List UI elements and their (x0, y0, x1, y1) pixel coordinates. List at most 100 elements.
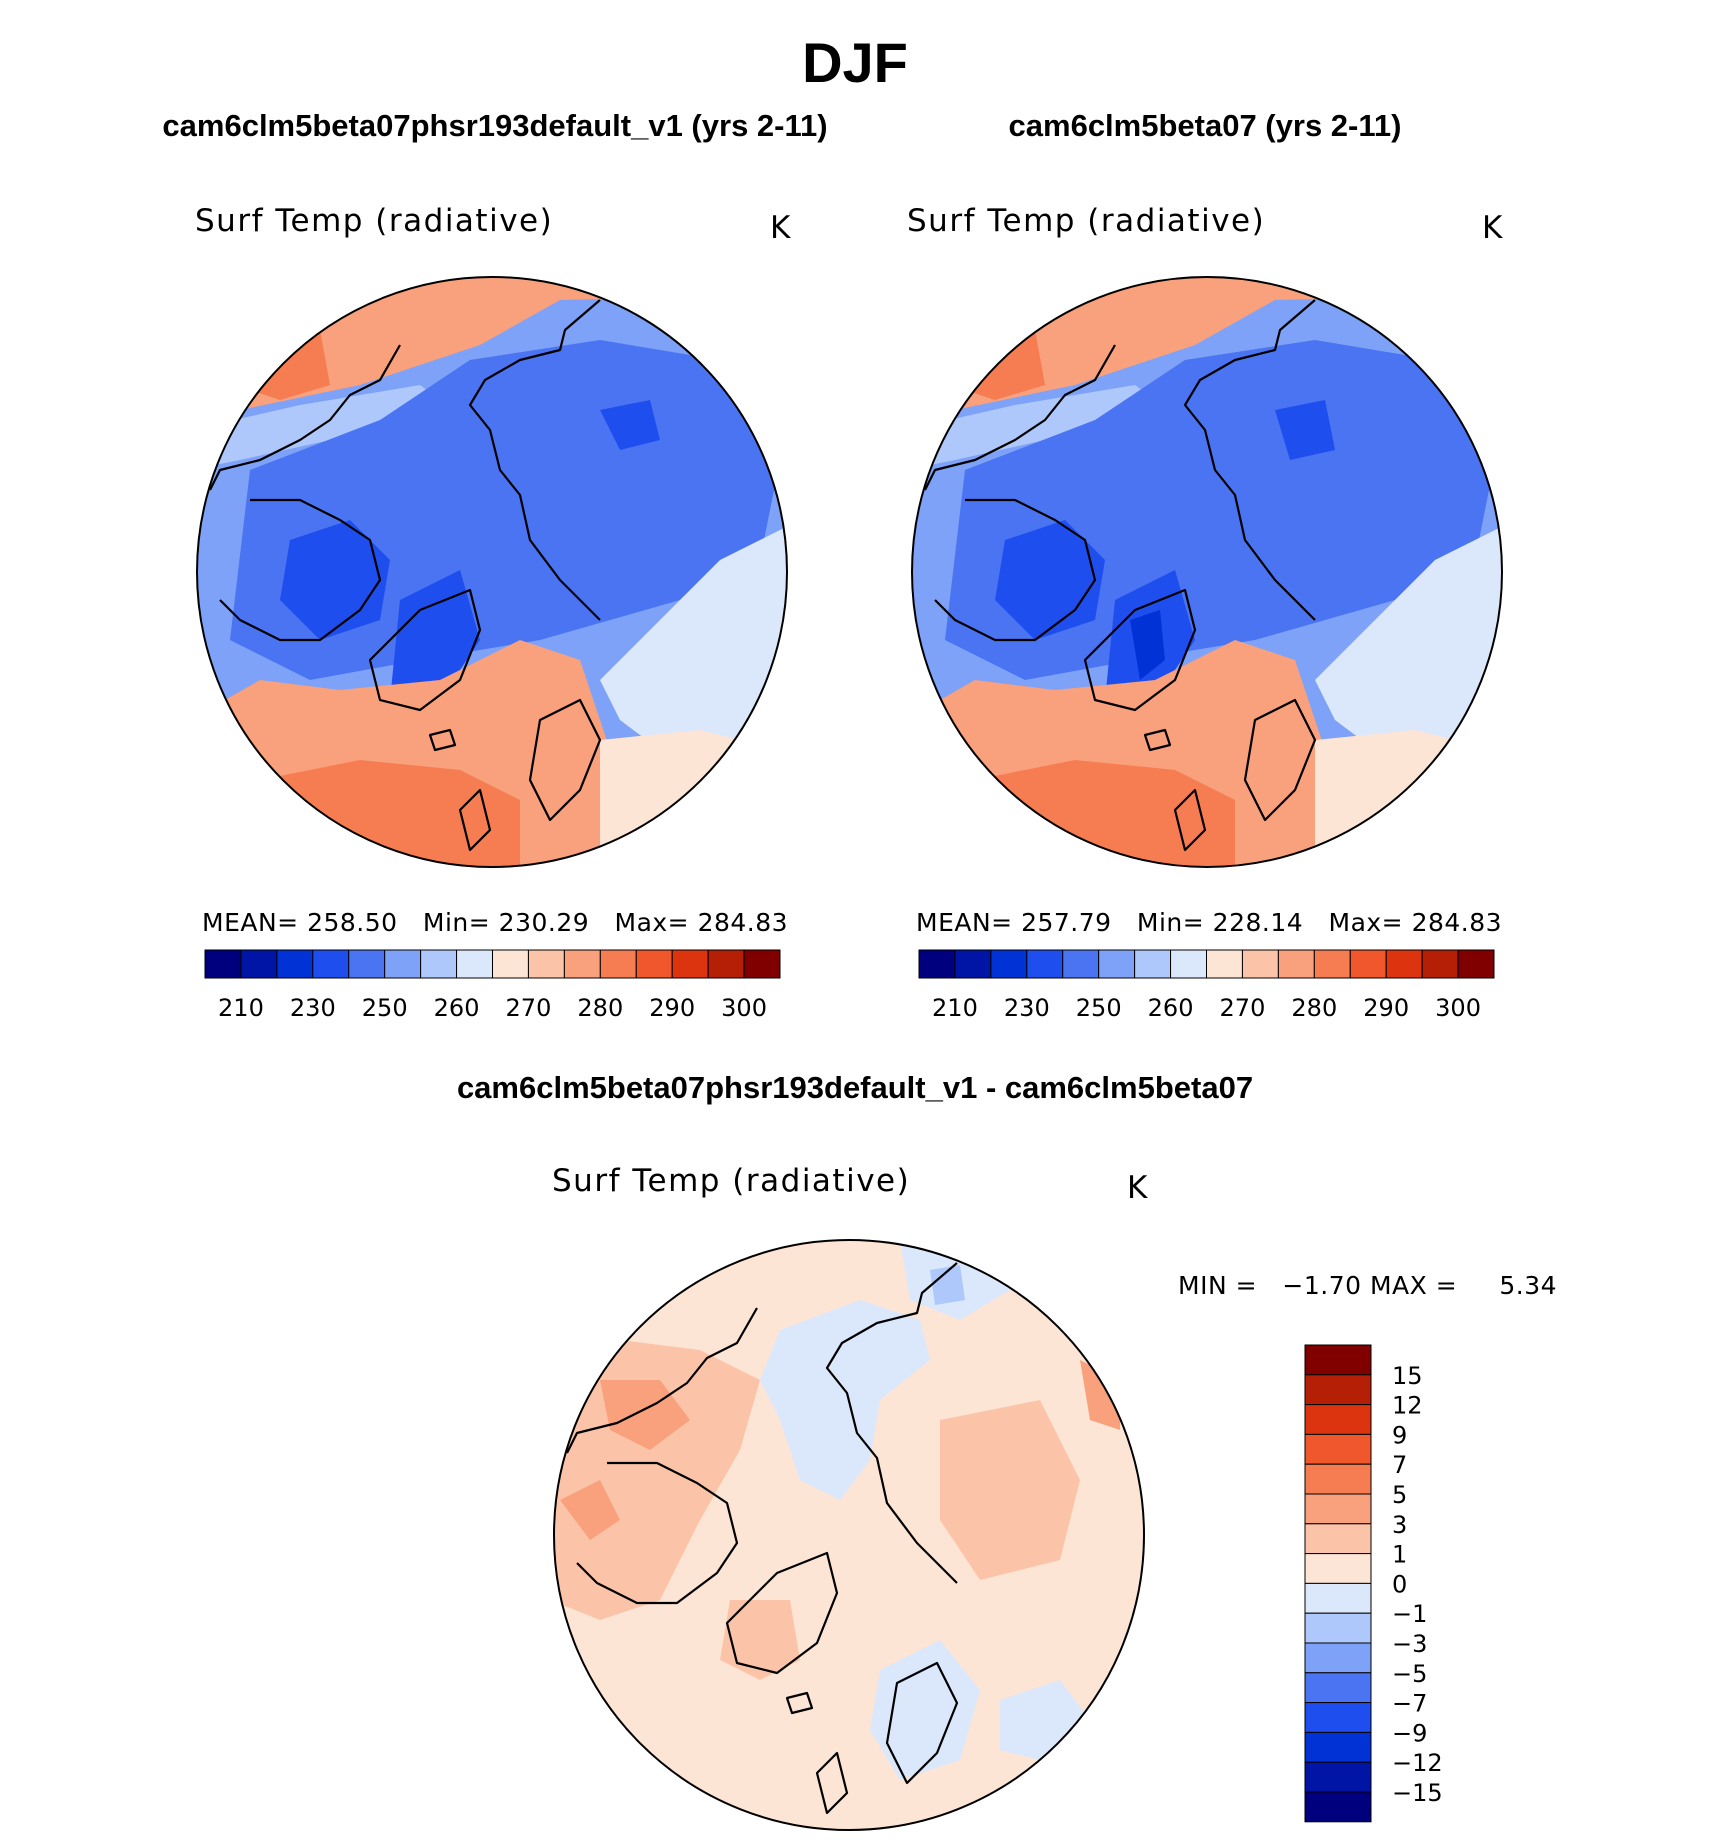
panel1-colorbar-swatch (492, 949, 529, 979)
panel3-colorbar-tick-label: −9 (1392, 1719, 1427, 1747)
panel1-coast-britain (458, 788, 492, 852)
panel3-map (553, 1239, 1145, 1831)
panel3-colorbar-swatch (1304, 1433, 1372, 1465)
panel1-min-label: Min= (422, 908, 491, 937)
panel3-fill-canada-hot (600, 1380, 690, 1450)
panel1-colorbar-swatch (743, 949, 781, 979)
panel3-colorbar-tick-label: 9 (1392, 1421, 1407, 1449)
panel1-fill-europe-light (600, 730, 787, 867)
panel3-coastlines (566, 1262, 959, 1815)
panel1-colorbar-tick-label: 290 (649, 994, 695, 1022)
panel3-colorbar-swatch (1304, 1463, 1372, 1495)
panel3-colorbar-swatch (1304, 1493, 1372, 1525)
panel3-colorbar-tick-label: 7 (1392, 1451, 1407, 1479)
panel3-fill-greenland-warm (720, 1600, 800, 1680)
panel2-coast-alaska (924, 344, 1116, 491)
panel2-fill-siberia-cold (1275, 400, 1335, 460)
panel3-coast-siberia (825, 1262, 958, 1584)
panel1-max-value: 284.83 (697, 908, 789, 937)
panel1-coast-siberia (468, 299, 601, 621)
panel1-max-label: Max= (614, 908, 690, 937)
panel3-colorbar-swatch (1304, 1791, 1372, 1823)
panel2-colorbar-tick-label: 270 (1220, 994, 1266, 1022)
panel2-colorbar-swatch (1349, 949, 1387, 979)
panel3-colorbar-swatch (1304, 1344, 1372, 1376)
panel2-fill-europe-light (1315, 730, 1502, 867)
panel1-mean-label: MEAN= (202, 908, 299, 937)
panel3-fill-europe-cool (1000, 1680, 1090, 1760)
panel2-min-label: Min= (1136, 908, 1205, 937)
panel2-colorbar-swatch (1026, 949, 1064, 979)
panel1-fill-siberia-pale (197, 385, 440, 470)
panel1-colorbar-swatch (348, 949, 386, 979)
panel2-colorbar-swatch (1098, 949, 1136, 979)
panel2-colorbar-tick-label: 300 (1435, 994, 1481, 1022)
panel2-mean-label: MEAN= (916, 908, 1013, 937)
panel1-map-border (196, 276, 788, 868)
panel2-colorbar-tick-label: 210 (932, 994, 978, 1022)
panel3-colorbar-tick-label: −5 (1392, 1660, 1427, 1688)
panel1-colorbar-swatch (635, 949, 673, 979)
panel2-colorbar-swatch (1170, 949, 1207, 979)
panel1-fill-greenland (390, 570, 480, 700)
panel3-max-label: MAX = (1369, 1271, 1458, 1300)
panel2-colorbar-tick-label: 250 (1076, 994, 1122, 1022)
panel1-colorbar-swatch (707, 949, 745, 979)
panel2-case-title: cam6clm5beta07 (yrs 2-11) (1008, 108, 1402, 143)
panel3-coast-britain (815, 1751, 849, 1815)
panel2-colorbar-swatch (1206, 949, 1243, 979)
panel1-fill-siberia-cold (600, 400, 660, 450)
diff-panel-title: cam6clm5beta07phsr193default_v1 - cam6cl… (456, 1070, 1254, 1105)
panel3-fill-canada-warm (554, 1340, 760, 1620)
panel3-map-border (553, 1239, 1145, 1831)
panel3-colorbar-tick-label: −12 (1392, 1749, 1443, 1777)
panel2-mean-value: 257.79 (1021, 908, 1112, 937)
panel1-units-label: K (770, 210, 792, 246)
panel2-fill-greenland-core (1130, 610, 1165, 680)
panel3-colorbar-swatch (1304, 1523, 1372, 1555)
panel3-coast-canada (576, 1461, 739, 1605)
panel2-colorbar-swatch (954, 949, 992, 979)
panel2-colorbar-swatch (990, 949, 1028, 979)
panel3-colorbar-tick-label: 12 (1392, 1392, 1423, 1420)
panel1-colorbar: 210 230 250 260 270 280 290 300 (204, 949, 781, 1022)
panel3-colorbar-swatch (1304, 1761, 1372, 1793)
panel1-coastlines (209, 299, 602, 852)
panel1-colorbar-swatch (384, 949, 422, 979)
panel1-fill-eurasia-hot (250, 330, 330, 400)
panel1-colorbar-swatch (527, 949, 565, 979)
panel3-colorbar-swatch (1304, 1672, 1372, 1704)
panel2-coastlines (924, 299, 1317, 852)
panel2-colorbar-tick-label: 260 (1148, 994, 1194, 1022)
panel2-coast-siberia (1183, 299, 1316, 621)
panel2-colorbar: 210 230 250 260 270 280 290 300 (918, 949, 1495, 1022)
panel3-colorbar-tick-label: −15 (1392, 1779, 1443, 1807)
panel1-coast-scandinavia (528, 698, 602, 822)
panel2-fill-siberia-pale (912, 385, 1155, 470)
panel1-stats: MEAN= 258.50 Min= 230.29 Max= 284.83 (202, 908, 788, 937)
panel1-colorbar-tick-label: 230 (290, 994, 336, 1022)
panel2-coast-britain (1173, 788, 1207, 852)
panel3-fill-scandinavia-cool (870, 1640, 980, 1780)
panel3-colorbar-swatch (1304, 1702, 1372, 1733)
panel2-colorbar-swatch (1385, 949, 1423, 979)
panel3-stats: MIN = −1.70 MAX = 5.34 (1178, 1271, 1557, 1300)
panel1-colorbar-swatch (563, 949, 601, 979)
panel2-colorbar-swatch (1457, 949, 1495, 979)
panel3-min-label: MIN = (1178, 1271, 1258, 1300)
panel3-colorbar-swatch (1304, 1642, 1372, 1674)
panel1-colorbar-swatch (456, 949, 493, 979)
panel3-colorbar-swatch (1304, 1582, 1372, 1614)
panel3-colorbar-tick-label: 3 (1392, 1511, 1407, 1539)
panel3-colorbar-swatch (1304, 1553, 1372, 1584)
panel2-map (911, 276, 1503, 868)
panel1-coast-canada (219, 498, 382, 642)
panel3-colorbar-swatch (1304, 1404, 1372, 1435)
panel1-colorbar-tick-label: 300 (721, 994, 767, 1022)
panel3-coast-iceland (785, 1691, 814, 1715)
panel1-colorbar-swatch (276, 949, 314, 979)
panel3-colorbar-tick-label: 1 (1392, 1541, 1407, 1569)
panel3-fill-arctic-cool (760, 1300, 930, 1500)
